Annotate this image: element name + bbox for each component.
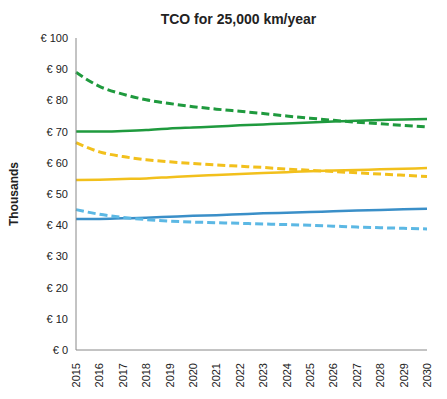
svg-text:Thousands: Thousands: [8, 162, 21, 226]
svg-text:€ 40: € 40: [47, 219, 68, 231]
svg-text:2023: 2023: [257, 363, 269, 387]
svg-text:€ 100: € 100: [40, 32, 68, 44]
svg-text:€ 50: € 50: [47, 188, 68, 200]
svg-text:2021: 2021: [210, 363, 222, 387]
svg-text:€ 70: € 70: [47, 126, 68, 138]
svg-text:2019: 2019: [164, 363, 176, 387]
svg-text:€ 60: € 60: [47, 157, 68, 169]
svg-text:€ 0: € 0: [53, 344, 68, 356]
svg-text:€ 90: € 90: [47, 63, 68, 75]
svg-text:2016: 2016: [93, 363, 105, 387]
svg-text:2025: 2025: [304, 363, 316, 387]
svg-text:2015: 2015: [70, 363, 82, 387]
svg-text:2017: 2017: [117, 363, 129, 387]
svg-text:2020: 2020: [187, 363, 199, 387]
svg-text:2029: 2029: [398, 363, 410, 387]
svg-text:2030: 2030: [421, 363, 433, 387]
svg-text:2026: 2026: [327, 363, 339, 387]
svg-text:2018: 2018: [140, 363, 152, 387]
svg-text:2027: 2027: [351, 363, 363, 387]
svg-text:2022: 2022: [234, 363, 246, 387]
svg-text:2024: 2024: [281, 363, 293, 387]
svg-text:€ 30: € 30: [47, 250, 68, 262]
svg-text:€ 20: € 20: [47, 282, 68, 294]
svg-text:€ 10: € 10: [47, 313, 68, 325]
svg-text:2028: 2028: [374, 363, 386, 387]
html-text:TCO for 25,000 km/year: TCO for 25,000 km/year: [160, 11, 317, 27]
svg-text:€ 80: € 80: [47, 94, 68, 106]
